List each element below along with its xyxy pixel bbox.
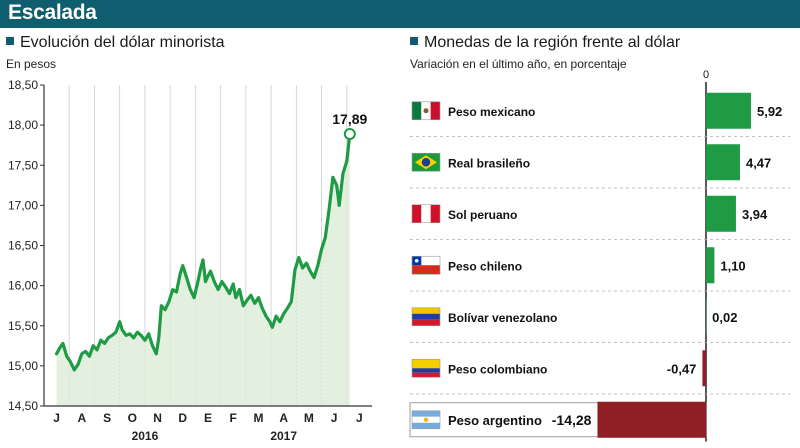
month-label: A <box>78 411 87 425</box>
flag-stripe <box>412 410 440 417</box>
peru-flag-icon <box>411 204 441 224</box>
flag-border <box>411 307 441 327</box>
bar-chart-title: Monedas de la región frente al dólar <box>410 34 680 52</box>
month-label: F <box>230 411 237 425</box>
bar-value-label: 0,02 <box>712 310 737 325</box>
zero-label: 0 <box>703 69 709 81</box>
line-chart-title: Evolución del dólar minorista <box>6 34 225 52</box>
bar-value-label: 5,92 <box>757 104 782 119</box>
flag-stripe <box>412 359 440 369</box>
category-label: Peso mexicano <box>448 105 535 119</box>
month-label: M <box>253 411 263 425</box>
y-tick-label: 15,50 <box>8 319 38 333</box>
bar-value-label: 1,10 <box>720 258 745 273</box>
mexico-flag-icon <box>411 101 441 121</box>
y-tick-label: 17,50 <box>8 158 38 172</box>
month-label: J <box>356 411 363 425</box>
bar <box>706 247 715 284</box>
y-tick-label: 16,00 <box>8 279 38 293</box>
y-tick-label: 18,00 <box>8 118 38 132</box>
category-label: Peso argentino <box>448 413 542 428</box>
bar-value-label: 4,47 <box>746 155 771 170</box>
flag-border <box>411 101 441 121</box>
flag-stripe <box>412 422 440 429</box>
flag-stripe <box>430 101 440 120</box>
bar-value-label: -0,47 <box>667 361 697 376</box>
category-label: Real brasileño <box>448 156 530 170</box>
flag-stripe <box>412 204 422 223</box>
category-label: Peso colombiano <box>448 362 547 376</box>
bar-chart-subtitle: Variación en el último año, en porcentaj… <box>410 57 627 71</box>
year-label: 2017 <box>270 429 297 443</box>
flag-stripe <box>412 313 440 320</box>
flag-globe <box>421 158 431 167</box>
bar-value-label: -14,28 <box>552 412 592 428</box>
bar <box>706 195 736 232</box>
y-tick-label: 14,50 <box>8 399 38 413</box>
month-label: A <box>279 411 288 425</box>
bar <box>597 401 706 438</box>
flag-sun <box>423 417 429 422</box>
month-label: M <box>304 411 314 425</box>
flag-border <box>411 152 441 172</box>
month-label: S <box>103 411 111 425</box>
series-line <box>55 132 352 372</box>
flag-border <box>411 410 441 430</box>
page-title: Escalada <box>8 1 97 24</box>
flag-stripe <box>412 368 440 373</box>
flag-star <box>414 258 419 263</box>
bullet-square-icon <box>6 36 14 45</box>
month-label: N <box>153 411 162 425</box>
flag-border <box>411 204 441 224</box>
bar <box>702 350 706 387</box>
bar <box>706 298 707 335</box>
flag-stripe <box>421 204 431 223</box>
header-bar: Escalada <box>0 0 800 28</box>
flag-stripe <box>412 319 440 326</box>
y-tick-label: 18,50 <box>8 78 38 92</box>
flag-stripe <box>412 101 422 120</box>
month-label: J <box>53 411 60 425</box>
month-label: E <box>204 411 212 425</box>
y-tick-label: 16,50 <box>8 239 38 253</box>
y-tick-label: 15,00 <box>8 359 38 373</box>
argentina-flag-icon <box>411 410 441 430</box>
month-label: J <box>331 411 338 425</box>
bar <box>706 92 751 129</box>
category-label: Bolívar venezolano <box>448 311 557 325</box>
brazil-flag-icon <box>411 152 441 172</box>
chile-flag-icon <box>411 255 441 275</box>
bullet-square-icon <box>410 36 418 45</box>
flag-stripe <box>412 265 440 275</box>
flag-emblem <box>423 108 429 114</box>
line-chart: 14,50 15,00 15,50 16,00 16,50 17,00 17,50 18,00… <box>8 78 372 443</box>
month-label: O <box>128 411 137 425</box>
flag-border <box>411 358 441 378</box>
y-tick-label: 17,00 <box>8 198 38 212</box>
colombia-flag-icon <box>411 358 441 378</box>
bar <box>706 144 740 181</box>
month-label: D <box>178 411 187 425</box>
flag-stripe <box>412 307 440 314</box>
end-value-label: 17,89 <box>332 111 367 127</box>
flag-stripe <box>430 204 440 223</box>
year-label: 2016 <box>132 429 159 443</box>
bar-chart: 0 Peso mexicano 5,92 Real brasileño 4,47 Sol … <box>409 69 790 442</box>
flag-stripe <box>412 372 440 378</box>
bar-value-label: 3,94 <box>742 207 768 222</box>
venezuela-flag-icon <box>411 307 441 327</box>
line-chart-subtitle: En pesos <box>6 57 57 71</box>
category-label: Peso chileno <box>448 259 522 273</box>
category-label: Sol peruano <box>448 208 517 222</box>
flag-stripe <box>412 256 440 266</box>
end-point-marker <box>343 127 356 140</box>
flag-border <box>411 255 441 275</box>
